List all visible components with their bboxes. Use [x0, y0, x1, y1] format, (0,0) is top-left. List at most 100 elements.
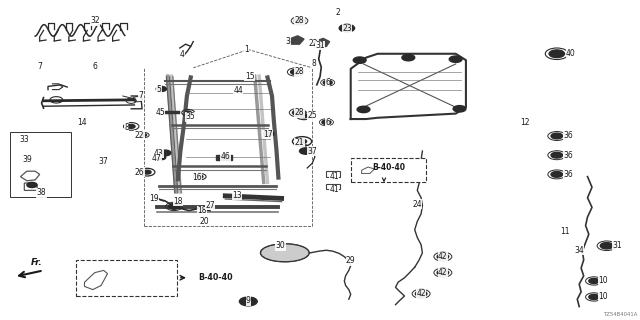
Text: 2: 2 — [335, 8, 340, 17]
Circle shape — [300, 114, 308, 118]
Text: 4: 4 — [180, 50, 185, 59]
FancyBboxPatch shape — [10, 132, 71, 197]
Text: 1: 1 — [244, 45, 249, 54]
Text: 15: 15 — [244, 72, 255, 81]
Circle shape — [294, 18, 305, 23]
Text: 42: 42 — [438, 252, 448, 261]
Text: TZ54B4041A: TZ54B4041A — [604, 312, 639, 317]
Text: 6: 6 — [325, 118, 330, 127]
Text: 34: 34 — [574, 246, 584, 255]
Circle shape — [437, 270, 449, 276]
Text: 31: 31 — [612, 241, 623, 250]
Circle shape — [185, 111, 191, 114]
Circle shape — [437, 254, 449, 260]
Text: B-40-40: B-40-40 — [372, 164, 405, 172]
Text: 33: 33 — [19, 135, 29, 144]
Bar — [326, 184, 340, 189]
Circle shape — [300, 148, 312, 154]
Text: 35: 35 — [186, 112, 196, 121]
Text: 27: 27 — [205, 201, 215, 210]
Circle shape — [127, 124, 135, 128]
Text: 16: 16 — [192, 173, 202, 182]
Polygon shape — [260, 244, 309, 262]
Text: 8: 8 — [311, 60, 316, 68]
Circle shape — [600, 243, 613, 249]
Text: 39: 39 — [22, 155, 32, 164]
Text: 42: 42 — [438, 268, 448, 277]
Circle shape — [156, 86, 166, 92]
Text: 5: 5 — [156, 85, 161, 94]
Text: 40: 40 — [566, 49, 576, 58]
Text: 8: 8 — [124, 123, 129, 132]
Circle shape — [291, 69, 301, 75]
Circle shape — [323, 80, 332, 85]
Circle shape — [157, 155, 166, 160]
Text: 28: 28 — [295, 68, 304, 76]
FancyBboxPatch shape — [76, 260, 177, 296]
Circle shape — [549, 50, 564, 58]
Circle shape — [27, 182, 37, 188]
Text: Fr.: Fr. — [31, 258, 43, 267]
Text: 36: 36 — [563, 132, 573, 140]
Text: 10: 10 — [598, 292, 608, 301]
Circle shape — [551, 152, 563, 158]
Text: 18: 18 — [198, 206, 207, 215]
Text: 13: 13 — [232, 191, 242, 200]
Text: 28: 28 — [295, 16, 304, 25]
Circle shape — [589, 294, 599, 300]
Text: 36: 36 — [563, 170, 573, 179]
Circle shape — [141, 134, 147, 136]
Text: 25: 25 — [307, 111, 317, 120]
Text: 10: 10 — [598, 276, 608, 285]
Bar — [326, 171, 340, 177]
Text: 41: 41 — [329, 172, 339, 181]
Text: 7: 7 — [37, 62, 42, 71]
Text: 9: 9 — [246, 296, 251, 305]
Text: 23: 23 — [342, 24, 352, 33]
Text: 3: 3 — [285, 37, 291, 46]
Text: 47: 47 — [152, 154, 162, 163]
Text: 46: 46 — [220, 152, 230, 161]
Circle shape — [551, 133, 563, 139]
Text: 38: 38 — [36, 188, 47, 197]
Circle shape — [196, 175, 203, 178]
Text: 32: 32 — [90, 16, 100, 25]
Text: 6: 6 — [325, 78, 330, 87]
Circle shape — [292, 110, 303, 115]
Circle shape — [357, 106, 370, 113]
Text: 11: 11 — [560, 228, 569, 236]
Circle shape — [143, 170, 151, 174]
Text: 6: 6 — [92, 62, 97, 71]
Text: 17: 17 — [262, 130, 273, 139]
Circle shape — [298, 139, 307, 144]
Text: 29: 29 — [346, 256, 356, 265]
Circle shape — [402, 54, 415, 61]
FancyBboxPatch shape — [351, 158, 426, 182]
Polygon shape — [287, 36, 304, 44]
Circle shape — [453, 106, 466, 112]
Text: 14: 14 — [77, 118, 87, 127]
Text: 21: 21 — [295, 138, 304, 147]
Text: 24: 24 — [412, 200, 422, 209]
Text: 26: 26 — [134, 168, 145, 177]
Text: 20: 20 — [200, 217, 210, 226]
Circle shape — [449, 56, 462, 62]
Bar — [216, 155, 232, 160]
Circle shape — [322, 120, 331, 124]
Circle shape — [264, 131, 274, 136]
Circle shape — [353, 57, 366, 63]
Text: 43: 43 — [154, 149, 164, 158]
Text: 37: 37 — [307, 147, 317, 156]
Text: 28: 28 — [295, 108, 304, 117]
Text: 30: 30 — [275, 241, 285, 250]
Circle shape — [168, 204, 180, 209]
Text: 36: 36 — [563, 151, 573, 160]
Text: 7: 7 — [138, 92, 143, 100]
Text: B-40-40: B-40-40 — [198, 273, 233, 282]
Circle shape — [339, 24, 355, 32]
Circle shape — [589, 278, 599, 284]
Text: 22: 22 — [309, 39, 318, 48]
Circle shape — [239, 297, 257, 306]
Circle shape — [415, 291, 427, 297]
Text: 18: 18 — [173, 197, 182, 206]
